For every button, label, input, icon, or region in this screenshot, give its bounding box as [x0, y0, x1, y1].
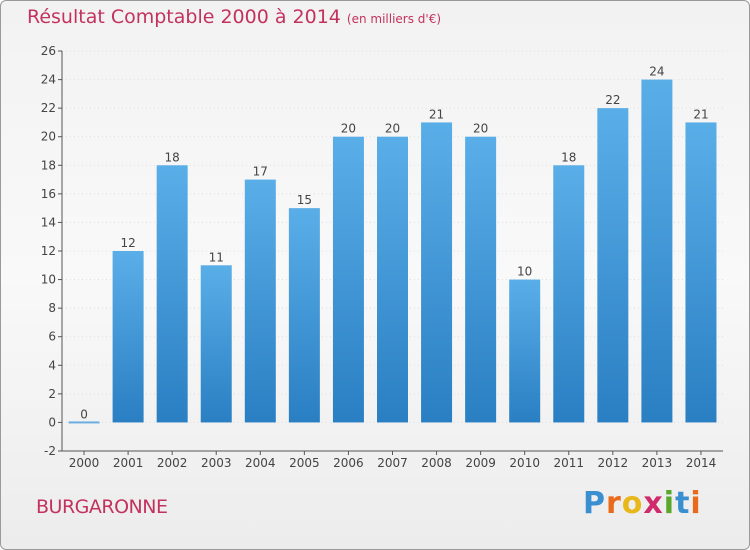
data-label: 18 [165, 150, 180, 164]
bars [68, 79, 717, 424]
bar [156, 165, 188, 423]
data-label: 18 [561, 150, 576, 164]
logo-letter: r [606, 486, 622, 521]
chart-title: Résultat Comptable 2000 à 2014 (en millie… [27, 6, 441, 28]
data-label: 24 [649, 65, 664, 79]
y-tick-label: 18 [41, 158, 56, 172]
y-tick-label: 10 [41, 273, 56, 287]
x-tick-label: 2005 [289, 456, 320, 470]
logo-letter: t [675, 486, 691, 521]
y-tick-label: 24 [41, 73, 56, 87]
bar [553, 165, 585, 423]
x-tick-label: 2010 [509, 456, 540, 470]
logo-letter: o [621, 486, 644, 521]
y-tick-label: 8 [48, 301, 56, 315]
bar [597, 108, 629, 423]
data-label: 11 [209, 250, 224, 264]
data-label: 20 [385, 122, 400, 136]
x-tick-label: 2001 [113, 456, 144, 470]
y-tick-label: 16 [41, 187, 56, 201]
x-tick-label: 2014 [686, 456, 717, 470]
bar [244, 179, 276, 423]
chart-unit: (en milliers d'€) [346, 12, 442, 26]
y-tick-label: -2 [44, 444, 56, 458]
y-tick-label: 6 [48, 330, 56, 344]
logo-letter: P [583, 486, 606, 521]
data-label: 20 [473, 122, 488, 136]
data-labels: 0 12 18 11 17 15 20 20 21 20 10 18 22 24 21 [80, 65, 708, 422]
x-tick-label: 2006 [333, 456, 364, 470]
bar [421, 122, 453, 423]
data-label: 17 [253, 165, 268, 179]
logo-letter: x [643, 486, 664, 521]
x-tick-label: 2004 [245, 456, 276, 470]
data-label: 20 [341, 122, 356, 136]
logo-letter: i [690, 486, 702, 521]
y-tick-label: 22 [41, 101, 56, 115]
y-tick-label: 14 [41, 215, 56, 229]
x-tick-label: 2009 [465, 456, 496, 470]
bar [68, 421, 100, 424]
data-label: 15 [297, 193, 312, 207]
y-tick-label: 4 [48, 358, 56, 372]
y-tick-label: 0 [48, 415, 56, 429]
data-label: 0 [80, 407, 88, 421]
x-tick-label: 2002 [157, 456, 188, 470]
x-tick-label: 2000 [69, 456, 100, 470]
proxiti-logo[interactable]: Proxiti [583, 486, 702, 521]
x-tick-label: 2012 [598, 456, 629, 470]
bar [377, 136, 408, 423]
bar [465, 136, 497, 423]
data-label: 22 [605, 93, 620, 107]
data-label: 21 [429, 107, 444, 121]
data-label: 10 [517, 265, 532, 279]
y-tick-label: 12 [41, 244, 56, 258]
commune-name: BURGARONNE [36, 496, 168, 518]
x-tick-label: 2008 [421, 456, 452, 470]
bar [112, 251, 144, 423]
x-tick-label: 2013 [642, 456, 673, 470]
bar [685, 122, 717, 423]
logo-letter: i [663, 486, 676, 521]
bar [641, 79, 673, 423]
bar [200, 265, 232, 423]
x-tick-label: 2003 [201, 456, 232, 470]
data-label: 21 [693, 107, 708, 121]
data-label: 12 [120, 236, 135, 250]
x-tick-label: 2007 [377, 456, 408, 470]
bar [332, 136, 364, 423]
y-tick-label: 20 [41, 130, 56, 144]
y-tick-label: 26 [41, 44, 56, 58]
x-tick-label: 2011 [553, 456, 584, 470]
bar [509, 279, 541, 423]
bar [288, 208, 320, 423]
y-tick-label: 2 [48, 387, 56, 401]
chart-title-text: Résultat Comptable 2000 à 2014 [27, 6, 341, 28]
